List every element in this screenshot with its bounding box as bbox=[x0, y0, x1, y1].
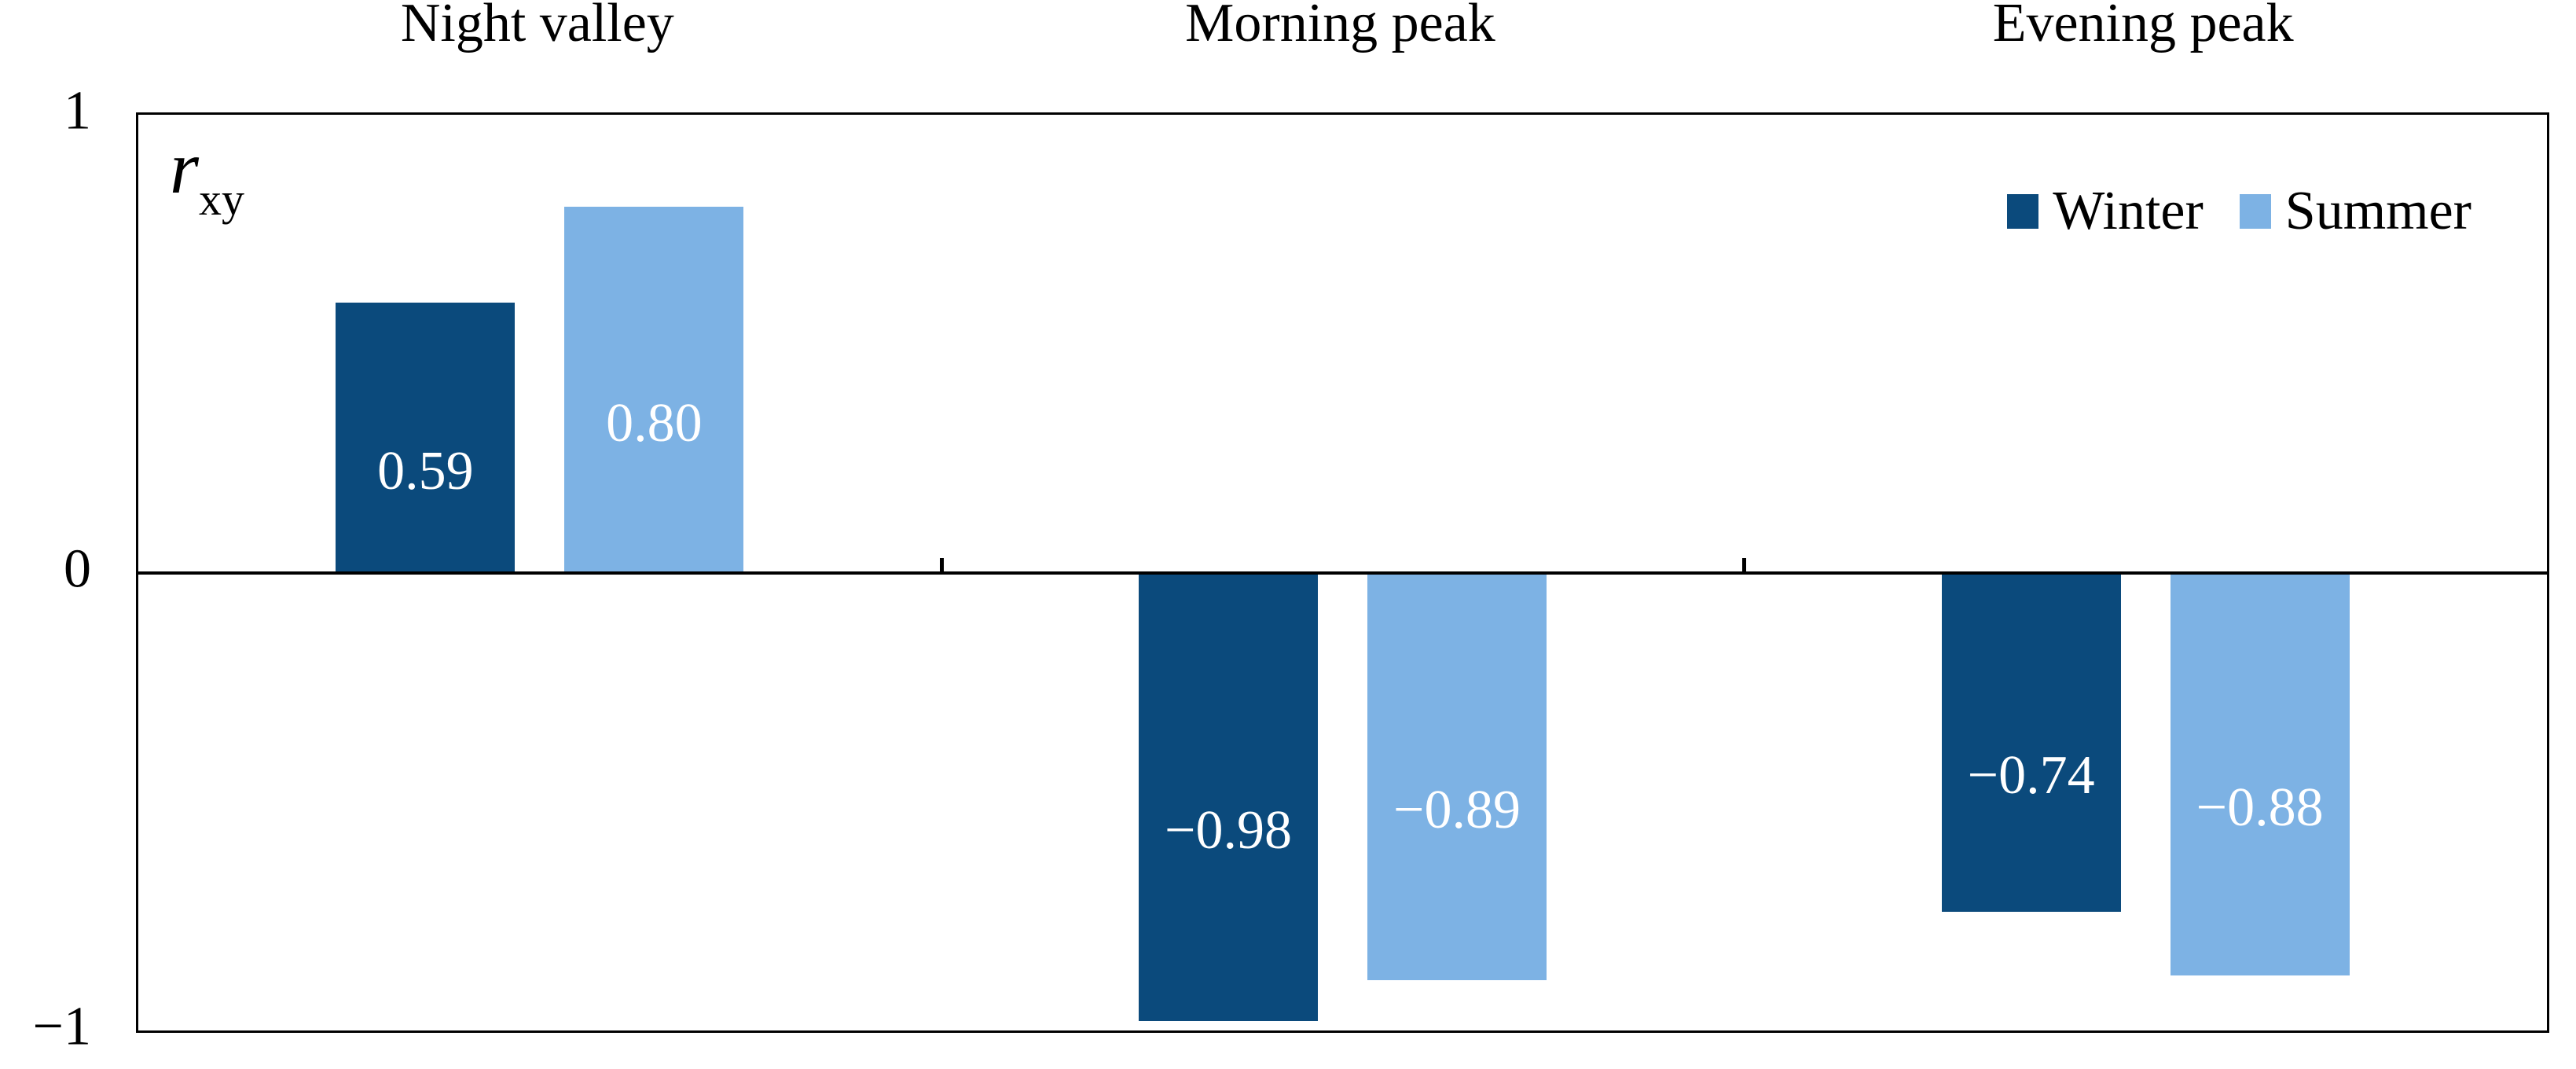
bar-value-label-winter-night-valley: 0.59 bbox=[377, 440, 474, 501]
bar-value-label-summer-morning-peak: −0.89 bbox=[1393, 779, 1521, 840]
plot-area: rxy Winter Summer 0.59 0.80 −0.98 −0.89 −0.74… bbox=[136, 112, 2549, 1033]
category-title-night-valley: Night valley bbox=[400, 0, 674, 53]
legend: Winter Summer bbox=[2007, 184, 2471, 239]
bar-value-label-winter-morning-peak: −0.98 bbox=[1165, 799, 1292, 861]
y-axis-title: rxy bbox=[170, 130, 244, 222]
legend-entry-winter: Winter bbox=[2007, 184, 2204, 239]
legend-swatch-winter bbox=[2007, 194, 2039, 229]
category-title-evening-peak: Evening peak bbox=[1992, 0, 2294, 53]
category-title-morning-peak: Morning peak bbox=[1185, 0, 1495, 53]
bar-summer-morning-peak bbox=[1367, 572, 1547, 980]
bar-winter-evening-peak bbox=[1941, 572, 2121, 912]
x-axis-tick bbox=[1742, 557, 1747, 573]
bar-summer-evening-peak bbox=[2170, 572, 2350, 976]
bar-winter-night-valley bbox=[336, 302, 516, 573]
bar-value-label-summer-evening-peak: −0.88 bbox=[2196, 777, 2324, 838]
y-axis-title-subscript: xy bbox=[198, 174, 244, 225]
bar-value-label-winter-evening-peak: −0.74 bbox=[1967, 745, 2095, 806]
bar-winter-morning-peak bbox=[1139, 572, 1318, 1022]
bar-value-label-summer-night-valley: 0.80 bbox=[606, 392, 703, 454]
y-tick-label-1: 1 bbox=[64, 80, 91, 141]
x-axis-tick bbox=[939, 557, 944, 573]
legend-label-winter: Winter bbox=[2053, 181, 2204, 241]
legend-entry-summer: Summer bbox=[2239, 181, 2471, 241]
legend-swatch-summer bbox=[2239, 194, 2271, 229]
zero-axis-line bbox=[138, 571, 2547, 575]
bar-summer-night-valley bbox=[564, 206, 744, 573]
y-tick-label--1: −1 bbox=[32, 996, 91, 1057]
legend-label-summer: Summer bbox=[2284, 181, 2471, 241]
y-axis-title-symbol: r bbox=[170, 126, 199, 209]
y-tick-label-0: 0 bbox=[64, 538, 91, 600]
